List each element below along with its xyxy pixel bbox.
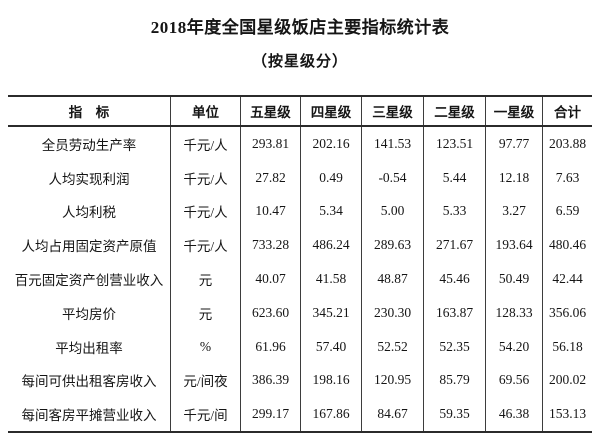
statistics-table: 指 标 单位 五星级 四星级 三星级 二星级 一星级 合计 全员劳动生产率 千元… (8, 95, 592, 434)
value-cell: 123.51 (423, 127, 485, 161)
table-body: 全员劳动生产率 千元/人 293.81 202.16 141.53 123.51… (8, 127, 592, 432)
value-cell: 54.20 (485, 329, 542, 364)
value-cell: 48.87 (361, 262, 423, 296)
value-cell: 120.95 (361, 363, 423, 398)
value-cell: 0.49 (300, 160, 361, 195)
value-cell: 45.46 (423, 262, 485, 296)
value-cell: 193.64 (485, 228, 542, 263)
value-cell: 153.13 (542, 397, 592, 432)
value-cell: 61.96 (240, 329, 300, 364)
unit-cell: 千元/人 (170, 160, 240, 195)
column-header-three-star: 三星级 (361, 97, 423, 125)
column-header-one-star: 一星级 (485, 97, 542, 125)
value-cell: 41.58 (300, 262, 361, 296)
value-cell: 203.88 (542, 127, 592, 161)
value-cell: 7.63 (542, 160, 592, 195)
value-cell: 128.33 (485, 295, 542, 330)
value-cell: 57.40 (300, 329, 361, 364)
value-cell: 97.77 (485, 127, 542, 161)
indicator-cell: 每间客房平摊营业收入 (21, 408, 157, 424)
value-cell: 167.86 (300, 397, 361, 432)
column-header-five-star: 五星级 (240, 97, 300, 125)
unit-cell: 元/间夜 (170, 363, 240, 398)
value-cell: 141.53 (361, 127, 423, 161)
value-cell: 12.18 (485, 160, 542, 195)
table-row: 每间可供出租客房收入 元/间夜 386.39 198.16 120.95 85.… (8, 363, 592, 398)
value-cell: 10.47 (240, 194, 300, 229)
value-cell: 5.34 (300, 194, 361, 229)
unit-cell: 元 (170, 295, 240, 330)
value-cell: 52.52 (361, 329, 423, 364)
unit-cell: 千元/人 (170, 127, 240, 161)
value-cell: 271.67 (423, 228, 485, 263)
indicator-cell: 人均实现利润 (48, 171, 130, 187)
value-cell: 85.79 (423, 363, 485, 398)
value-cell: 386.39 (240, 363, 300, 398)
value-cell: 356.06 (542, 295, 592, 330)
value-cell: 480.46 (542, 228, 592, 263)
table-row: 平均出租率 % 61.96 57.40 52.52 52.35 54.20 56… (8, 329, 592, 364)
value-cell: 69.56 (485, 363, 542, 398)
unit-cell: 元 (170, 262, 240, 296)
indicator-cell: 人均利税 (62, 205, 116, 221)
value-cell: 6.59 (542, 194, 592, 229)
unit-cell: 千元/人 (170, 228, 240, 263)
indicator-cell: 每间可供出租客房收入 (21, 374, 157, 390)
value-cell: 42.44 (542, 262, 592, 296)
value-cell: 198.16 (300, 363, 361, 398)
value-cell: -0.54 (361, 160, 423, 195)
page-title: 2018年度全国星级饭店主要指标统计表 (150, 18, 450, 37)
page-subtitle: （按星级分） (251, 54, 348, 70)
value-cell: 3.27 (485, 194, 542, 229)
table-row: 人均占用固定资产原值 千元/人 733.28 486.24 289.63 271… (8, 228, 592, 263)
value-cell: 623.60 (240, 295, 300, 330)
table-row: 人均实现利润 千元/人 27.82 0.49 -0.54 5.44 12.18 … (8, 160, 592, 195)
table-row: 每间客房平摊营业收入 千元/间 299.17 167.86 84.67 59.3… (8, 397, 592, 432)
value-cell: 50.49 (485, 262, 542, 296)
table-header-row: 指 标 单位 五星级 四星级 三星级 二星级 一星级 合计 (8, 97, 592, 127)
indicator-cell: 平均房价 (62, 306, 116, 322)
indicator-cell: 平均出租率 (55, 340, 123, 356)
value-cell: 293.81 (240, 127, 300, 161)
column-header-indicator: 指 标 (68, 105, 110, 120)
unit-cell: 千元/人 (170, 194, 240, 229)
table-row: 人均利税 千元/人 10.47 5.34 5.00 5.33 3.27 6.59 (8, 194, 592, 229)
value-cell: 486.24 (300, 228, 361, 263)
column-header-two-star: 二星级 (423, 97, 485, 125)
value-cell: 200.02 (542, 363, 592, 398)
value-cell: 27.82 (240, 160, 300, 195)
value-cell: 289.63 (361, 228, 423, 263)
value-cell: 5.33 (423, 194, 485, 229)
table-row: 平均房价 元 623.60 345.21 230.30 163.87 128.3… (8, 295, 592, 330)
unit-cell: % (170, 329, 240, 364)
value-cell: 299.17 (240, 397, 300, 432)
value-cell: 345.21 (300, 295, 361, 330)
table-row: 全员劳动生产率 千元/人 293.81 202.16 141.53 123.51… (8, 127, 592, 161)
column-header-total: 合计 (542, 97, 592, 125)
value-cell: 202.16 (300, 127, 361, 161)
indicator-cell: 百元固定资产创营业收入 (14, 273, 164, 289)
value-cell: 40.07 (240, 262, 300, 296)
value-cell: 52.35 (423, 329, 485, 364)
column-header-unit: 单位 (170, 97, 240, 125)
value-cell: 5.44 (423, 160, 485, 195)
value-cell: 56.18 (542, 329, 592, 364)
value-cell: 5.00 (361, 194, 423, 229)
indicator-cell: 全员劳动生产率 (41, 137, 137, 153)
table-row: 百元固定资产创营业收入 元 40.07 41.58 48.87 45.46 50… (8, 262, 592, 296)
value-cell: 163.87 (423, 295, 485, 330)
value-cell: 59.35 (423, 397, 485, 432)
value-cell: 230.30 (361, 295, 423, 330)
column-header-four-star: 四星级 (300, 97, 361, 125)
value-cell: 46.38 (485, 397, 542, 432)
unit-cell: 千元/间 (170, 397, 240, 432)
indicator-cell: 人均占用固定资产原值 (21, 239, 157, 255)
value-cell: 84.67 (361, 397, 423, 432)
value-cell: 733.28 (240, 228, 300, 263)
